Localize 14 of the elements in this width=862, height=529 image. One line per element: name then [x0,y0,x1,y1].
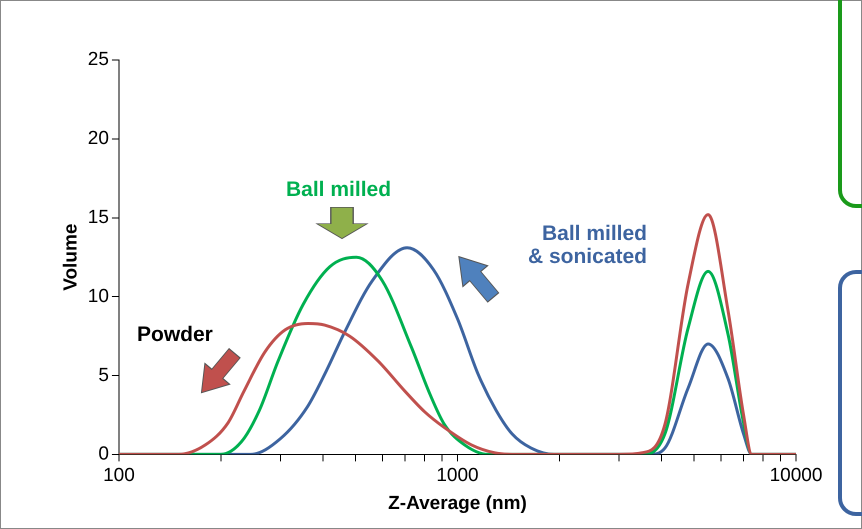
y-tick-label: 0 [98,444,109,465]
x-tick-label: 100 [103,465,135,486]
y-axis-title: Volume [60,224,82,291]
x-tick-label: 10000 [770,465,822,486]
y-tick-label: 15 [88,206,109,228]
x-tick-label: 1000 [436,465,479,486]
text: Ball milled & sonicated [526,222,647,268]
y-tick-label: 20 [88,128,109,150]
y-tick-label: 5 [98,364,109,386]
text: Ball milled [286,178,392,201]
text: Powder [137,323,214,346]
y-tick-label: 25 [88,49,109,70]
x-axis-title: Z-Average (nm) [388,492,527,514]
y-tick-label: 10 [88,286,109,307]
